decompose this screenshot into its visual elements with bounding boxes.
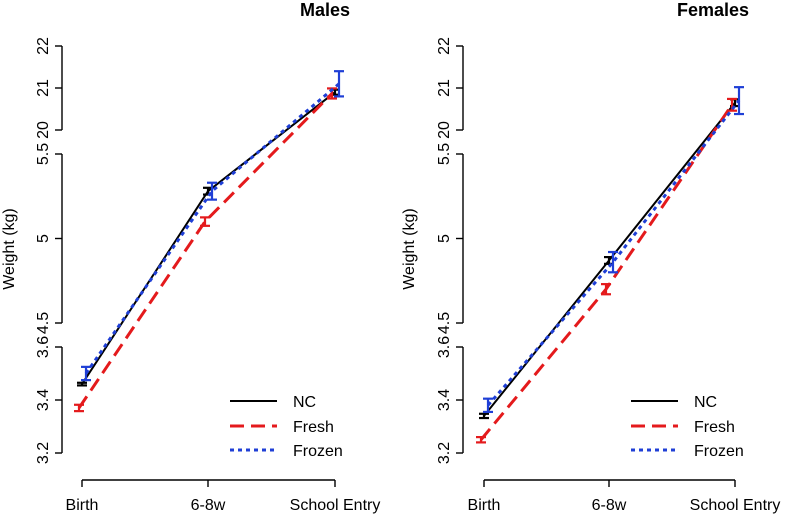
series-line-nc — [81, 91, 336, 385]
error-bar-fresh — [476, 436, 486, 444]
chart-title: Males — [300, 0, 350, 20]
legend-label-frozen: Frozen — [694, 443, 744, 460]
error-bar-frozen — [608, 250, 618, 274]
y-axis-label: Weight (kg) — [1, 208, 18, 290]
y-tick-label: 5.5 — [35, 143, 52, 165]
chart-title: Females — [677, 0, 749, 20]
legend: NC Fresh Frozen — [631, 394, 744, 460]
y-tick-label: 5 — [436, 234, 453, 243]
error-bar-nc — [77, 381, 87, 387]
y-tick-label: 20 — [35, 121, 52, 139]
y-tick-label: 22 — [35, 37, 52, 55]
y-tick-label: 22 — [436, 37, 453, 55]
x-tick-label: 6-8w — [191, 497, 226, 514]
x-tick-label: Birth — [468, 497, 501, 514]
x-tick-label: School Entry — [290, 497, 381, 514]
chart-panel-females: Females Weight (kg) 3.2 3.4 3.6 4.5 5 5.5 20 21 22… — [401, 0, 780, 514]
chart-panel-males: Males Weight (kg) 3.2 3.4 3.6 4.5 5 5.5 20 21 22 Bi… — [1, 0, 380, 514]
y-tick-label: 21 — [436, 79, 453, 97]
y-tick-label: 20 — [436, 121, 453, 139]
series-line-frozen — [84, 82, 340, 375]
series-line-fresh — [77, 92, 334, 409]
y-tick-label: 3.4 — [35, 389, 52, 411]
legend: NC Fresh Frozen — [230, 394, 343, 460]
legend-label-nc: NC — [694, 394, 717, 411]
y-axis-label: Weight (kg) — [401, 208, 418, 290]
y-tick-label: 3.6 — [35, 336, 52, 358]
y-tick-label: 3.2 — [35, 442, 52, 464]
x-tick-label: School Entry — [690, 497, 781, 514]
y-tick-label: 3.6 — [436, 336, 453, 358]
error-bar-frozen — [483, 397, 493, 414]
error-bar-frozen — [207, 181, 217, 201]
x-tick-label: Birth — [66, 497, 99, 514]
error-bar-frozen — [734, 86, 744, 116]
legend-label-nc: NC — [293, 394, 316, 411]
error-bar-fresh — [200, 216, 210, 227]
y-tick-label: 5.5 — [436, 143, 453, 165]
legend-label-frozen: Frozen — [293, 443, 343, 460]
error-bar-frozen — [81, 365, 91, 382]
error-bar-frozen — [334, 70, 344, 98]
y-tick-label: 4.5 — [436, 312, 453, 334]
y-tick-label: 4.5 — [35, 312, 52, 334]
error-bar-fresh — [601, 283, 611, 296]
y-tick-label: 21 — [35, 79, 52, 97]
legend-label-fresh: Fresh — [293, 419, 334, 436]
x-tick-label: 6-8w — [592, 497, 627, 514]
y-tick-label: 3.2 — [436, 442, 453, 464]
y-tick-label: 5 — [35, 234, 52, 243]
error-bar-fresh — [74, 403, 84, 413]
legend-label-fresh: Fresh — [694, 419, 735, 436]
error-bar-nc — [479, 412, 489, 420]
y-tick-label: 3.4 — [436, 389, 453, 411]
